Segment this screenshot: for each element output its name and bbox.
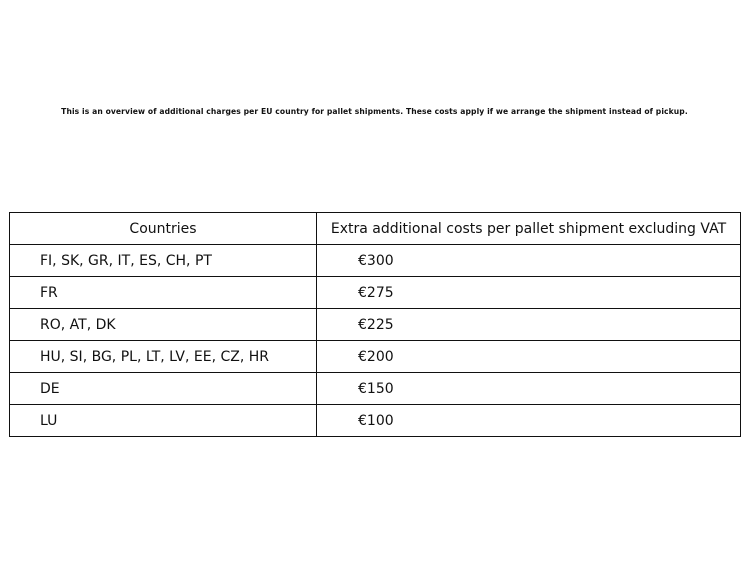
table-header-row: Countries Extra additional costs per pal… (9, 212, 741, 245)
cost-cell: €150 (316, 372, 741, 405)
table-row: DE €150 (9, 372, 741, 405)
table-row: RO, AT, DK €225 (9, 308, 741, 341)
cost-cell: €275 (316, 276, 741, 309)
countries-cell: FI, SK, GR, IT, ES, CH, PT (9, 244, 317, 277)
header-countries: Countries (9, 212, 317, 245)
countries-cell: RO, AT, DK (9, 308, 317, 341)
table-row: FR €275 (9, 276, 741, 309)
header-extra-costs: Extra additional costs per pallet shipme… (316, 212, 741, 245)
intro-text: This is an overview of additional charge… (61, 107, 688, 116)
table-row: HU, SI, BG, PL, LT, LV, EE, CZ, HR €200 (9, 340, 741, 373)
countries-cell: DE (9, 372, 317, 405)
countries-cell: HU, SI, BG, PL, LT, LV, EE, CZ, HR (9, 340, 317, 373)
table-row: LU €100 (9, 404, 741, 437)
cost-cell: €300 (316, 244, 741, 277)
cost-cell: €200 (316, 340, 741, 373)
countries-cell: LU (9, 404, 317, 437)
pallet-charges-table: Countries Extra additional costs per pal… (9, 212, 741, 437)
cost-cell: €100 (316, 404, 741, 437)
cost-cell: €225 (316, 308, 741, 341)
table-row: FI, SK, GR, IT, ES, CH, PT €300 (9, 244, 741, 277)
countries-cell: FR (9, 276, 317, 309)
